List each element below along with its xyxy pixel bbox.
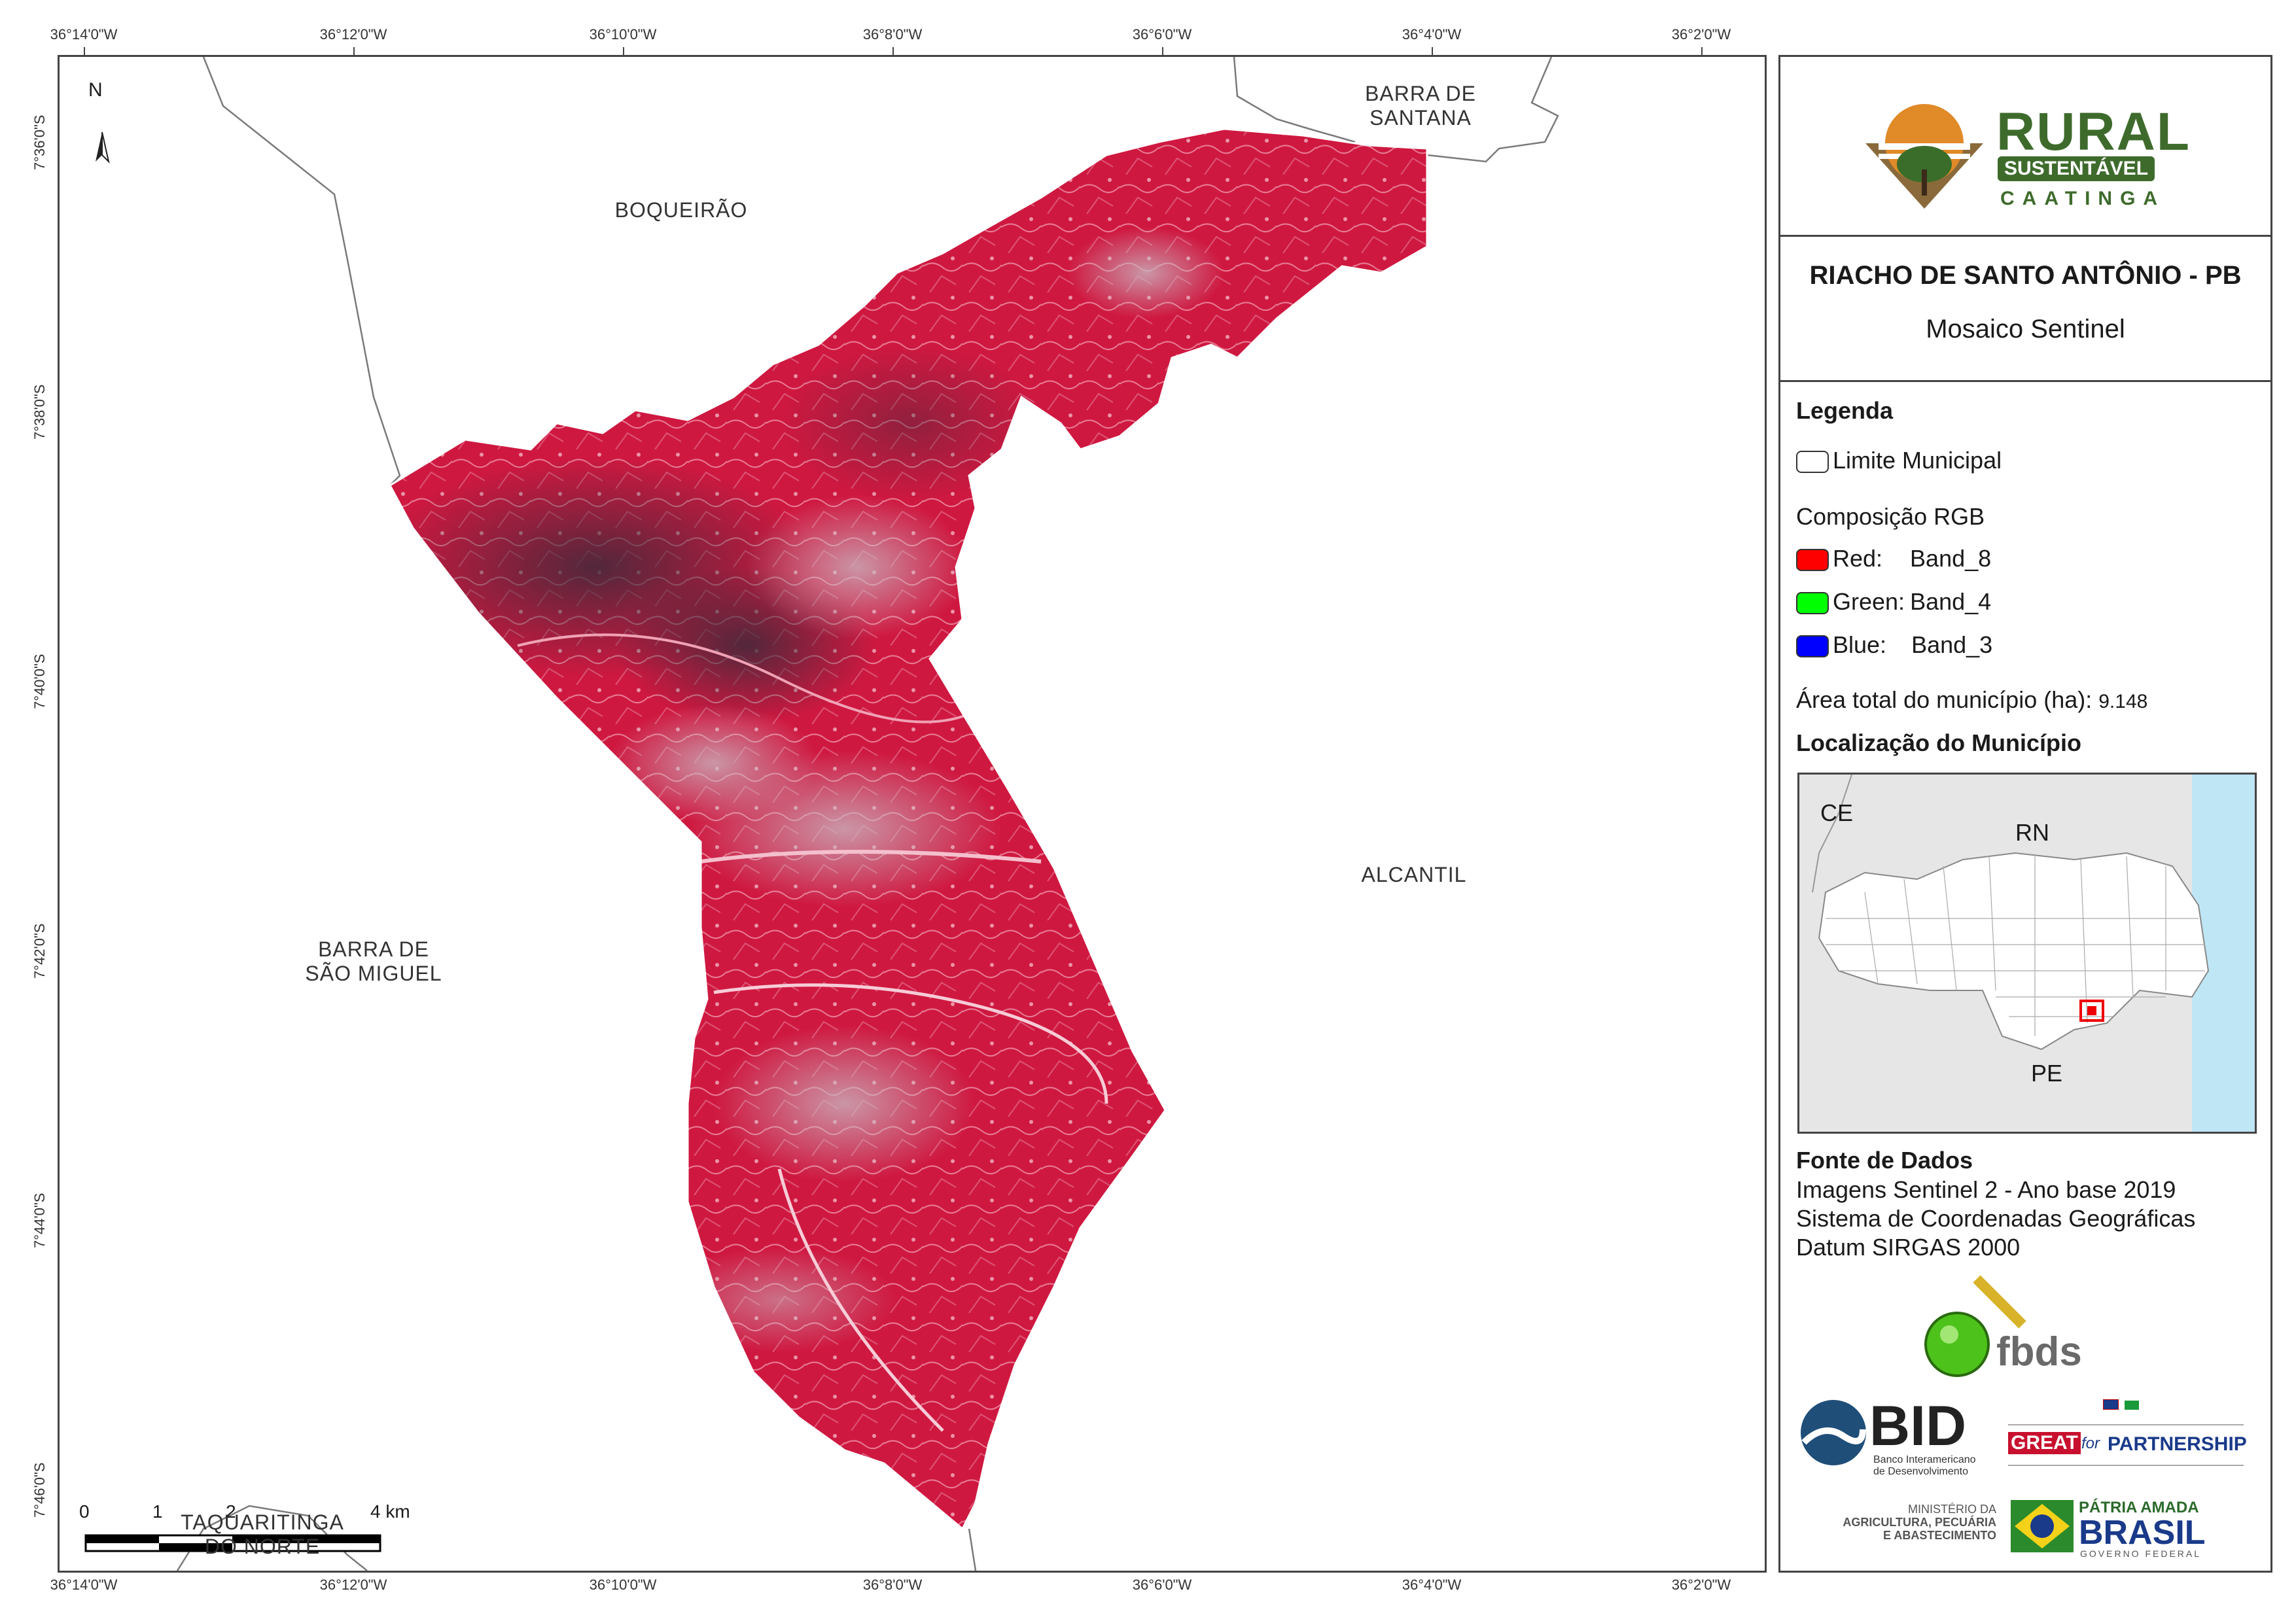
inset-label-ce: CE	[1820, 799, 1854, 826]
scale-bar	[84, 1534, 381, 1552]
brasil-flag-icon	[2011, 1500, 2074, 1552]
label-barra-de-sao-miguel: BARRA DE SÃO MIGUEL	[305, 937, 442, 985]
top-tick-mark	[1701, 47, 1703, 55]
top-tick-mark	[1432, 47, 1433, 55]
fbds-logo-icon	[1924, 1275, 2026, 1377]
north-arrow-icon	[96, 131, 110, 164]
bottom-tick-label: 36°4'0"W	[1402, 1577, 1462, 1593]
scale-label-2: 2	[226, 1501, 236, 1522]
top-tick-label: 36°14'0"W	[50, 26, 118, 43]
logo-caatinga: CAATINGA	[2000, 188, 2166, 209]
label-barra-de-santana: BARRA DE SANTANA	[1365, 82, 1476, 130]
fonte-heading: Fonte de Dados	[1796, 1147, 1973, 1174]
legend-limite-municipal: Limite Municipal	[1796, 447, 2002, 474]
top-tick-mark	[84, 47, 85, 55]
rural-sustentavel-logo: RURAL SUSTENTÁVEL CAATINGA	[1859, 91, 2199, 235]
top-tick-label: 36°2'0"W	[1671, 26, 1731, 43]
red-swatch	[1796, 549, 1829, 572]
top-tick-mark	[892, 47, 894, 55]
scale-label-0: 0	[79, 1501, 90, 1522]
north-label: N	[88, 79, 103, 101]
top-tick-mark	[1162, 47, 1163, 55]
green-swatch	[1796, 592, 1829, 615]
top-tick-label: 36°4'0"W	[1402, 26, 1462, 43]
left-tick-label: 7°38'0"S	[31, 384, 48, 440]
great-partnership-logo: GREAT for PARTNERSHIP	[2008, 1399, 2250, 1471]
inset-label-pe: PE	[2031, 1060, 2063, 1087]
flags-icon	[2103, 1399, 2140, 1413]
map-canvas	[84, 57, 1559, 1571]
legend-heading: Legenda	[1796, 397, 1894, 424]
top-tick-label: 36°6'0"W	[1132, 26, 1192, 43]
scale-label-1: 1	[152, 1501, 163, 1522]
top-tick-label: 36°8'0"W	[862, 26, 923, 43]
map-subtitle: Mosaico Sentinel	[1926, 315, 2125, 343]
fonte-lines: Imagens Sentinel 2 - Ano base 2019 Siste…	[1796, 1176, 2196, 1261]
inset-location-map[interactable]: CE RN PE	[1797, 773, 2257, 1134]
ministerio-agricultura-logo: MINISTÉRIO DA AGRICULTURA, PECUÁRIA E AB…	[1843, 1503, 1996, 1542]
label-boqueirao: BOQUEIRÃO	[614, 198, 748, 222]
rural-logo-icon	[1865, 104, 1983, 209]
left-tick-label: 7°40'0"S	[31, 654, 48, 709]
location-heading: Localização do Município	[1796, 729, 2082, 756]
top-tick-mark	[353, 47, 355, 55]
scale-label-4km: 4 km	[370, 1501, 410, 1522]
sentinel-composite	[390, 129, 1427, 1529]
legend-panel: RURAL SUSTENTÁVEL CAATINGA RIACHO DE SAN…	[1778, 55, 2272, 1573]
inset-map-canvas	[1812, 775, 2255, 1132]
bottom-tick-label: 36°6'0"W	[1132, 1577, 1192, 1593]
bottom-tick-label: 36°14'0"W	[50, 1577, 118, 1593]
left-tick-label: 7°36'0"S	[31, 114, 48, 170]
bottom-tick-label: 36°2'0"W	[1671, 1577, 1731, 1593]
bid-logo: BID Banco Interamericano de Desenvolvimen…	[1797, 1395, 1994, 1482]
left-tick-label: 7°44'0"S	[31, 1193, 48, 1248]
governo-federal-logo: PÁTRIA AMADA BRASIL GOVERNO FEDERAL	[2011, 1499, 2246, 1559]
top-tick-label: 36°10'0"W	[589, 26, 657, 43]
legend-blue-band: Blue: Band_3	[1796, 631, 1992, 659]
bottom-tick-label: 36°10'0"W	[589, 1577, 657, 1593]
logo-rural: RURAL	[1996, 102, 2191, 162]
inset-label-rn: RN	[2015, 819, 2049, 846]
legend-composicao: Composição RGB	[1796, 503, 1985, 530]
bid-logo-icon	[1801, 1400, 1866, 1465]
area-total: Área total do município (ha): 9.148	[1796, 686, 2148, 713]
label-alcantil: ALCANTIL	[1361, 863, 1467, 886]
label-taquaritinga-do-norte: TAQUARITINGA DO NORTE	[181, 1510, 344, 1558]
left-tick-label: 7°46'0"S	[31, 1462, 48, 1518]
fbds-logo: fbds	[1924, 1272, 2121, 1390]
blue-swatch	[1796, 635, 1829, 658]
map-title: RIACHO DE SANTO ANTÔNIO - PB	[1809, 261, 2242, 290]
top-tick-mark	[623, 47, 624, 55]
map-frame[interactable]: N BARRA DE SANTANA BOQUEIRÃO ALCANTIL BAR…	[58, 55, 1767, 1573]
legend-red-band: Red: Band_8	[1796, 545, 1991, 572]
logo-sustentavel: SUSTENTÁVEL	[1998, 156, 2155, 181]
bottom-tick-label: 36°8'0"W	[862, 1577, 923, 1593]
top-tick-label: 36°12'0"W	[319, 26, 387, 43]
limite-swatch	[1796, 451, 1829, 474]
legend-green-band: Green: Band_4	[1796, 588, 1991, 616]
bottom-tick-label: 36°12'0"W	[319, 1577, 387, 1593]
left-tick-label: 7°42'0"S	[31, 923, 48, 979]
